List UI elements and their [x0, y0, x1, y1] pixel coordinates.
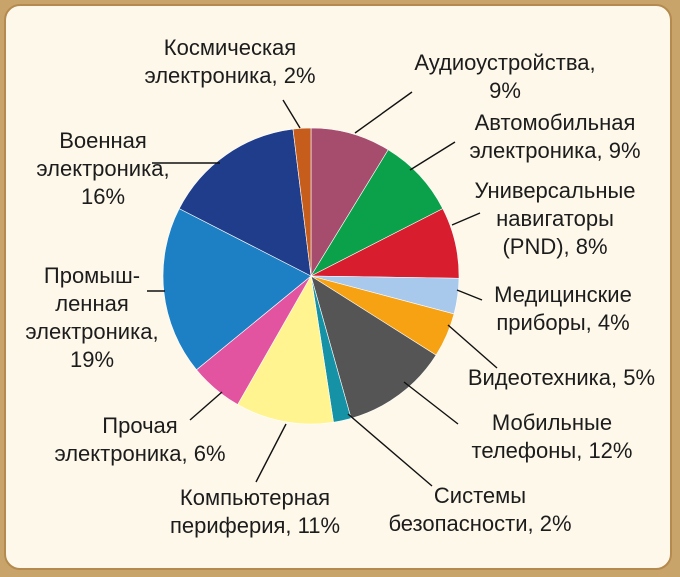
pie-slice-1	[310, 127, 389, 278]
leader-line-4	[456, 289, 483, 301]
slice-labels: Аудиоустройства, 9% Автомобильная электрони…	[25, 35, 655, 538]
leader-line-7	[347, 413, 433, 487]
leader-line-8	[255, 423, 287, 483]
slice-label-7: Системы безопасности, 2%	[388, 483, 571, 536]
slice-label-3: Универсальные навигаторы (PND), 8%	[474, 178, 635, 259]
pie-slices	[162, 127, 460, 425]
slice-label-line: ленная	[55, 291, 129, 316]
slice-label-6: Мобильные телефоны, 12%	[472, 410, 633, 463]
slice-label-line: 16%	[81, 184, 125, 209]
slice-label-9: Прочая электроника, 6%	[54, 413, 225, 466]
slice-label-line: Компьютерная	[180, 485, 330, 510]
slice-label-line: приборы, 4%	[496, 310, 629, 335]
slice-label-line: (PND), 8%	[502, 234, 607, 259]
slice-label-5: Видеотехника, 5%	[468, 365, 655, 390]
slice-label-line: Видеотехника, 5%	[468, 365, 655, 390]
slice-label-line: Космическая	[164, 35, 296, 60]
slice-label-line: навигаторы	[496, 206, 614, 231]
pie-slice-8	[237, 275, 334, 425]
pie-slice-2	[310, 149, 444, 277]
pie-slice-12	[292, 127, 312, 277]
slice-label-line: электроника,	[36, 156, 169, 181]
leader-line-6	[403, 381, 459, 425]
slice-label-line: Универсальные	[474, 178, 635, 203]
slice-label-11: Военная электроника, 16%	[36, 128, 169, 209]
slice-label-4: Медицинские приборы, 4%	[494, 282, 632, 335]
leader-line-5	[447, 324, 498, 369]
slice-label-line: 9%	[489, 78, 521, 103]
slice-label-line: электроника,	[25, 319, 158, 344]
slice-label-line: электроника, 2%	[144, 63, 315, 88]
slice-label-10: Промыш-ленная электроника, 19%	[25, 263, 158, 372]
leader-line-1	[354, 91, 413, 134]
leader-line-12	[282, 99, 301, 129]
leader-lines	[147, 91, 498, 487]
slice-label-line: Аудиоустройства,	[414, 50, 595, 75]
leader-line-3	[451, 212, 481, 226]
slice-label-line: Медицинские	[494, 282, 632, 307]
leader-line-9	[189, 391, 223, 421]
slice-label-1: Аудиоустройства, 9%	[414, 50, 595, 103]
slice-label-line: телефоны, 12%	[472, 438, 633, 463]
slice-label-line: 19%	[70, 347, 114, 372]
slice-label-2: Автомобильная электроника, 9%	[469, 110, 640, 163]
slice-label-line: Промыш-	[44, 263, 140, 288]
slice-label-line: электроника, 6%	[54, 441, 225, 466]
slice-label-line: периферия, 11%	[170, 513, 340, 538]
slice-label-12: Космическая электроника, 2%	[144, 35, 315, 88]
slice-label-line: электроника, 9%	[469, 138, 640, 163]
pie-slice-11	[178, 128, 312, 277]
slice-label-8: Компьютерная периферия, 11%	[170, 485, 340, 538]
leader-line-2	[409, 141, 456, 171]
slice-label-line: Мобильные	[492, 410, 612, 435]
slice-label-line: Прочая	[102, 413, 177, 438]
slice-label-line: Военная	[59, 128, 147, 153]
slice-label-line: Автомобильная	[475, 110, 636, 135]
slice-label-line: Системы	[434, 483, 526, 508]
slice-label-line: безопасности, 2%	[388, 511, 571, 536]
pie-slice-10	[162, 208, 312, 371]
